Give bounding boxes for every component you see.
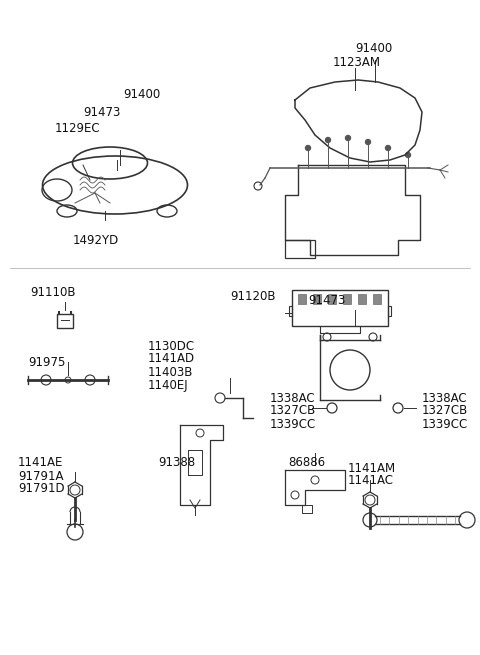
Text: 1339CC: 1339CC <box>422 417 468 430</box>
Text: 91473: 91473 <box>308 293 346 307</box>
Circle shape <box>346 136 350 141</box>
Bar <box>358 294 366 304</box>
Bar <box>388 306 391 316</box>
Text: 1141AC: 1141AC <box>348 474 394 487</box>
Text: 1141AD: 1141AD <box>148 352 195 365</box>
Bar <box>328 294 336 304</box>
Circle shape <box>325 138 331 143</box>
Text: 91791A: 91791A <box>18 470 63 483</box>
Text: 91791D: 91791D <box>18 483 65 495</box>
Text: 91975: 91975 <box>28 356 65 369</box>
Text: 91388: 91388 <box>158 455 195 468</box>
Bar <box>313 294 321 304</box>
Bar <box>57 314 73 328</box>
Text: 1141AM: 1141AM <box>348 462 396 474</box>
Text: 1327CB: 1327CB <box>422 405 468 417</box>
Text: 86886: 86886 <box>288 455 325 468</box>
Text: 91400: 91400 <box>123 88 160 102</box>
Text: 1338AC: 1338AC <box>270 392 316 405</box>
Text: 91400: 91400 <box>355 41 392 54</box>
Text: 1140EJ: 1140EJ <box>148 379 189 392</box>
Bar <box>289 306 292 316</box>
Bar <box>298 294 306 304</box>
Text: 1492YD: 1492YD <box>73 233 119 246</box>
Bar <box>285 240 315 258</box>
Text: 91120B: 91120B <box>230 291 276 303</box>
Text: 91110B: 91110B <box>30 286 75 299</box>
Circle shape <box>305 145 311 151</box>
Text: 1130DC: 1130DC <box>148 339 195 352</box>
Bar <box>373 294 381 304</box>
Text: 11403B: 11403B <box>148 365 193 379</box>
Text: 1339CC: 1339CC <box>270 417 316 430</box>
Bar <box>343 294 351 304</box>
Text: 1141AE: 1141AE <box>18 457 63 470</box>
Text: 1129EC: 1129EC <box>55 121 101 134</box>
Circle shape <box>385 145 391 151</box>
Text: 1338AC: 1338AC <box>422 392 468 405</box>
Circle shape <box>365 140 371 145</box>
Text: 1327CB: 1327CB <box>270 405 316 417</box>
Bar <box>292 290 388 326</box>
Text: 91473: 91473 <box>83 105 120 119</box>
Circle shape <box>406 153 410 157</box>
Text: 1123AM: 1123AM <box>333 56 381 69</box>
